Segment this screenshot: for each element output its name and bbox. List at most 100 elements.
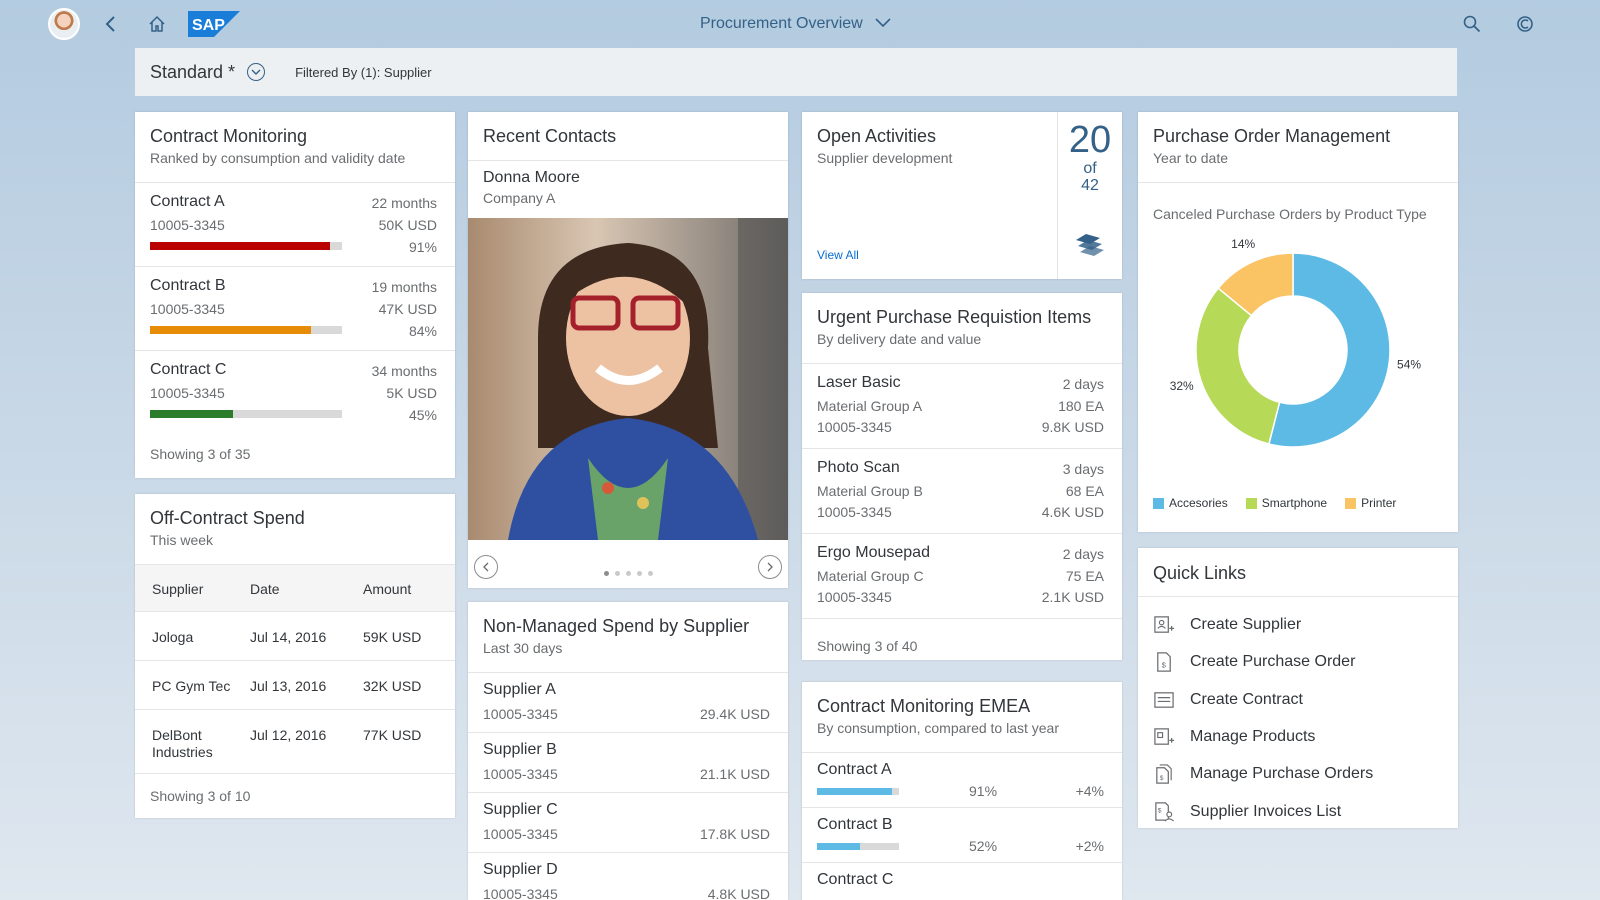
card-header[interactable]: Open Activities Supplier development	[802, 112, 1122, 172]
carousel-next-button[interactable]	[758, 555, 782, 579]
card-header[interactable]: Contract Monitoring Ranked by consumptio…	[135, 112, 455, 182]
supplier-spend: 4.8K USD	[707, 886, 770, 900]
contract-list-item[interactable]: Contract B 10005-3345 19 months 47K USD 84%	[135, 267, 455, 351]
quick-link-item[interactable]: Manage Products	[1153, 722, 1315, 752]
sap-logo[interactable]: SAP	[188, 11, 240, 37]
supplier-spend: 17.8K USD	[699, 826, 770, 842]
quick-link-item[interactable]: Create Supplier	[1153, 610, 1301, 640]
table-row[interactable]: PC Gym Tec Jul 13, 2016 32K USD	[135, 661, 455, 710]
contact-info[interactable]: Donna Moore Company A	[468, 161, 788, 219]
back-icon[interactable]	[98, 12, 122, 36]
supplier-cell: Jologa	[152, 629, 194, 645]
card-header[interactable]: Recent Contacts	[468, 112, 788, 160]
po-management-card[interactable]: Purchase Order Management Year to date C…	[1138, 112, 1458, 532]
column-header-date[interactable]: Date	[250, 581, 280, 597]
contract-percent: 91%	[408, 239, 437, 255]
app-title: Procurement Overview	[700, 15, 863, 32]
add-contact-icon	[1153, 614, 1175, 636]
user-avatar[interactable]	[48, 8, 80, 40]
contract-name: Contract A	[150, 193, 225, 210]
supplier-name: Supplier D	[483, 861, 558, 878]
copilot-icon[interactable]	[1513, 12, 1537, 36]
consumption-bar-fill	[150, 242, 331, 250]
contract-name: Contract A	[817, 761, 892, 778]
card-title: Recent Contacts	[483, 126, 617, 146]
card-header[interactable]: Quick Links	[1138, 548, 1458, 596]
kpi-count: 20	[1068, 119, 1112, 161]
card-subtitle: This week	[150, 532, 214, 548]
date-cell: Jul 12, 2016	[250, 727, 327, 743]
quick-link-item[interactable]: $ Supplier Invoices List	[1153, 797, 1341, 827]
variant-dropdown-icon[interactable]	[247, 63, 266, 81]
legend-label: Smartphone	[1261, 496, 1328, 510]
open-activities-card[interactable]: Open Activities Supplier development Vie…	[802, 112, 1122, 279]
supplier-list-item[interactable]: Supplier C 10005-3345 17.8K USD	[468, 793, 788, 853]
search-icon[interactable]	[1460, 12, 1484, 36]
amount-cell: 77K USD	[363, 727, 422, 743]
supplier-list-item[interactable]: Supplier B 10005-3345 21.1K USD	[468, 733, 788, 793]
shell-bar: SAP Procurement Overview	[0, 0, 1600, 48]
supplier-name: Supplier A	[483, 681, 556, 698]
quick-link-item[interactable]: $ Create Purchase Order	[1153, 647, 1355, 677]
contract-list-item[interactable]: Contract C	[802, 863, 1122, 900]
home-icon[interactable]	[145, 12, 169, 36]
donut-chart[interactable]: 54% 32% 14%	[1138, 230, 1458, 490]
contract-list-item[interactable]: Contract B 52% +2%	[802, 808, 1122, 863]
delivery-days: 2 days	[1062, 546, 1104, 562]
document-dollar-icon: $	[1153, 651, 1175, 673]
quick-links-card[interactable]: Quick Links Create Supplier $ Create Purch…	[1138, 548, 1458, 828]
column-header-supplier[interactable]: Supplier	[152, 581, 204, 597]
carousel-prev-button[interactable]	[474, 555, 498, 579]
card-header[interactable]: Purchase Order Management Year to date	[1138, 112, 1458, 182]
card-title: Open Activities	[817, 126, 937, 146]
quick-link-item[interactable]: $ Manage Purchase Orders	[1153, 759, 1373, 789]
consumption-bar	[817, 788, 899, 795]
card-header[interactable]: Off-Contract Spend This week	[135, 494, 455, 564]
card-header[interactable]: Contract Monitoring EMEA By consumption,…	[802, 682, 1122, 752]
recent-contacts-card[interactable]: Recent Contacts Donna Moore Company A	[468, 112, 788, 588]
contract-name: Contract C	[150, 361, 227, 378]
supplier-id: 10005-3345	[483, 706, 558, 722]
card-header[interactable]: Non-Managed Spend by Supplier Last 30 da…	[468, 602, 788, 672]
card-header[interactable]: Urgent Purchase Requistion Items By deli…	[802, 293, 1122, 363]
legend-item[interactable]: Printer	[1345, 496, 1396, 510]
contract-monitoring-card[interactable]: Contract Monitoring Ranked by consumptio…	[135, 112, 455, 478]
quick-link-item[interactable]: Create Contract	[1153, 685, 1303, 715]
legend-item[interactable]: Accesories	[1153, 496, 1228, 510]
contract-list-item[interactable]: Contract A 10005-3345 22 months 50K USD 91%	[135, 183, 455, 267]
quick-link-label: Manage Products	[1190, 727, 1316, 745]
contract-emea-card[interactable]: Contract Monitoring EMEA By consumption,…	[802, 682, 1122, 900]
requisition-list-item[interactable]: Ergo Mousepad Material Group C 10005-3345 2…	[802, 534, 1122, 619]
kpi-of-label: of	[1083, 160, 1097, 177]
view-all-link[interactable]: View All	[817, 248, 859, 262]
column-header-amount[interactable]: Amount	[363, 581, 412, 597]
app-title-menu[interactable]: Procurement Overview	[700, 12, 900, 36]
donut-slice-printer[interactable]	[1217, 252, 1294, 317]
legend-item[interactable]: Smartphone	[1245, 496, 1328, 510]
urgent-pr-card[interactable]: Urgent Purchase Requistion Items By deli…	[802, 293, 1122, 660]
contract-list-item[interactable]: Contract A 91% +4%	[802, 753, 1122, 808]
consumption-bar-fill	[150, 410, 233, 418]
legend-label: Printer	[1361, 496, 1397, 510]
table-row[interactable]: DelBont Industries Jul 12, 2016 77K USD	[135, 710, 455, 774]
carousel-page-indicator[interactable]	[593, 563, 663, 581]
item-quantity: 68 EA	[1065, 483, 1104, 499]
contract-list-item[interactable]: Contract C 10005-3345 34 months 5K USD 45%	[135, 351, 455, 435]
requisition-list-item[interactable]: Laser Basic Material Group A 10005-3345 2 d…	[802, 364, 1122, 449]
donut-slice-smartphone[interactable]	[1195, 287, 1281, 445]
non-managed-spend-card[interactable]: Non-Managed Spend by Supplier Last 30 da…	[468, 602, 788, 900]
quick-link-label: Create Supplier	[1190, 616, 1302, 633]
card-title: Purchase Order Management	[1153, 126, 1391, 146]
donut-slice-accesories[interactable]	[1267, 252, 1391, 448]
card-footer: Showing 3 of 35	[150, 446, 251, 462]
requisition-list-item[interactable]: Photo Scan Material Group B 10005-3345 3 da…	[802, 449, 1122, 534]
item-name: Ergo Mousepad	[817, 544, 930, 561]
off-contract-spend-card[interactable]: Off-Contract Spend This week Supplier Da…	[135, 494, 455, 818]
material-group: Material Group A	[817, 398, 923, 414]
amount-cell: 59K USD	[363, 629, 422, 645]
supplier-list-item[interactable]: Supplier A 10005-3345 29.4K USD	[468, 673, 788, 733]
contact-photo[interactable]	[468, 218, 788, 540]
table-row[interactable]: Jologa Jul 14, 2016 59K USD	[135, 612, 455, 661]
supplier-list-item[interactable]: Supplier D 10005-3345 4.8K USD	[468, 853, 788, 900]
item-value: 2.1K USD	[1041, 589, 1104, 605]
